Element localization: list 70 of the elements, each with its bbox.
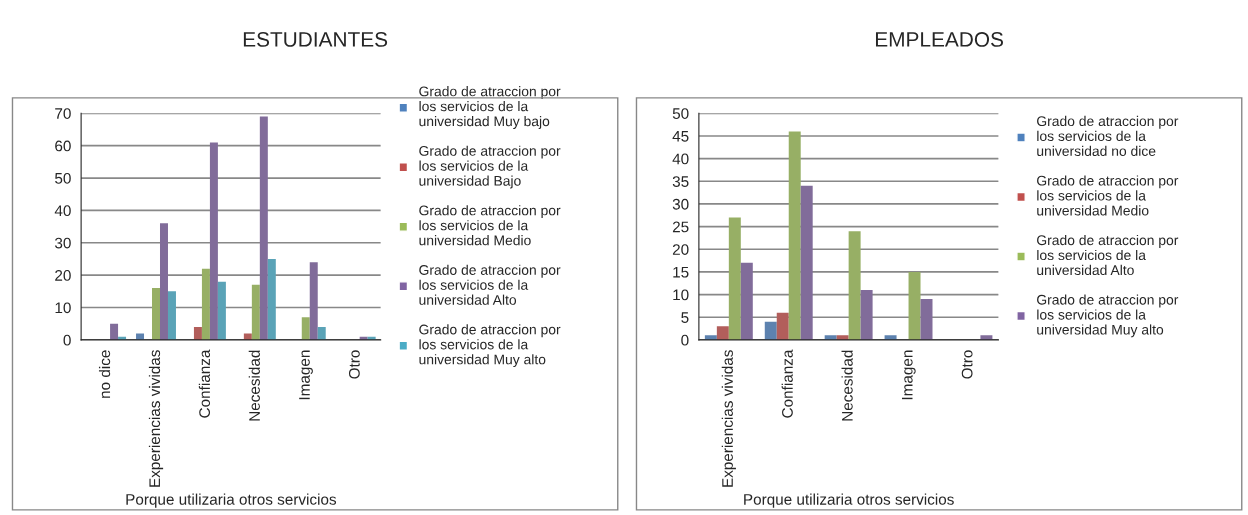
- y-tick-label: 70: [55, 108, 71, 119]
- bar: [209, 142, 218, 340]
- bar: [788, 131, 801, 340]
- bar: [317, 326, 326, 340]
- x-axis-title: Porque utilizaria otros servicios: [744, 493, 954, 508]
- x-tick-label: Otro: [961, 350, 973, 379]
- legend-label: Grado de atraccion por los servicios de la universidad no dice: [1037, 115, 1179, 156]
- legend-label: Grado de atraccion por los servicios de la universidad Alto: [419, 264, 561, 305]
- bar: [193, 326, 202, 340]
- x-tick-label: Confianza: [781, 349, 793, 418]
- bar: [740, 262, 753, 340]
- bar: [201, 268, 210, 340]
- y-tick-label: 30: [672, 198, 689, 210]
- bar: [716, 326, 729, 340]
- x-tick-label: no dice: [98, 350, 111, 398]
- y-tick-label: 20: [672, 244, 689, 255]
- bar: [860, 290, 873, 340]
- x-axis-title: Porque utilizaria otros servicios: [126, 493, 337, 508]
- legend-label: Grado de atraccion por los servicios de la universidad Muy alto: [1037, 294, 1179, 338]
- bar: [309, 262, 318, 340]
- x-tick-label: Experiencias vividas: [721, 350, 736, 487]
- chart-title: ESTUDIANTES: [243, 32, 388, 47]
- y-tick-label: 25: [672, 221, 689, 233]
- legend-label: Grado de atraccion por los servicios de la universidad Alto: [1037, 234, 1179, 276]
- legend-label: Grado de atraccion por los servicios de la universidad Medio: [419, 205, 561, 246]
- x-tick-label: Imagen: [299, 350, 313, 400]
- legend-label: Grado de atraccion por los servicios de la universidad Bajo: [419, 145, 561, 189]
- chart-title: EMPLEADOS: [875, 32, 1003, 47]
- x-tick-label: Confianza: [198, 349, 211, 418]
- bar: [728, 217, 741, 340]
- legend-label: Grado de atraccion por los servicios de la universidad Medio: [1037, 175, 1179, 216]
- y-tick-label: 10: [673, 289, 689, 301]
- y-tick-label: 10: [55, 302, 71, 314]
- x-tick-label: Necesidad: [248, 350, 260, 421]
- y-tick-label: 5: [681, 312, 689, 323]
- bar: [920, 299, 933, 340]
- y-tick-label: 50: [55, 172, 71, 184]
- bar: [259, 116, 268, 340]
- bar: [217, 281, 226, 340]
- bar: [136, 333, 145, 340]
- y-tick-label: 40: [54, 205, 71, 217]
- x-tick-label: Necesidad: [841, 350, 853, 421]
- y-tick-label: 40: [672, 153, 689, 165]
- y-tick-label: 60: [55, 140, 71, 152]
- bar: [251, 284, 260, 340]
- legend-label: Grado de atraccion por los servicios de la universidad Muy alto: [419, 324, 561, 368]
- legend-label: Grado de atraccion por los servicios de la universidad Muy bajo: [419, 86, 561, 129]
- x-tick-label: Experiencias vividas: [148, 350, 164, 487]
- y-tick-label: 0: [63, 334, 71, 346]
- y-tick-label: 20: [55, 270, 71, 281]
- y-tick-label: 0: [681, 334, 689, 346]
- bar: [267, 258, 276, 340]
- bar: [908, 271, 921, 340]
- x-tick-label: Otro: [348, 350, 360, 379]
- bar: [152, 288, 160, 340]
- bar: [167, 291, 176, 340]
- bar: [159, 223, 168, 340]
- y-tick-label: 50: [672, 108, 689, 119]
- bar: [301, 317, 310, 340]
- y-tick-label: 45: [672, 130, 689, 142]
- y-tick-label: 15: [673, 266, 689, 278]
- bar: [110, 323, 119, 340]
- x-tick-label: Imagen: [901, 350, 916, 400]
- bar: [764, 321, 777, 340]
- bar: [776, 312, 789, 340]
- bar: [848, 231, 861, 340]
- bar: [800, 185, 813, 340]
- y-tick-label: 35: [672, 176, 689, 187]
- bar: [243, 333, 252, 340]
- y-tick-label: 30: [54, 237, 71, 249]
